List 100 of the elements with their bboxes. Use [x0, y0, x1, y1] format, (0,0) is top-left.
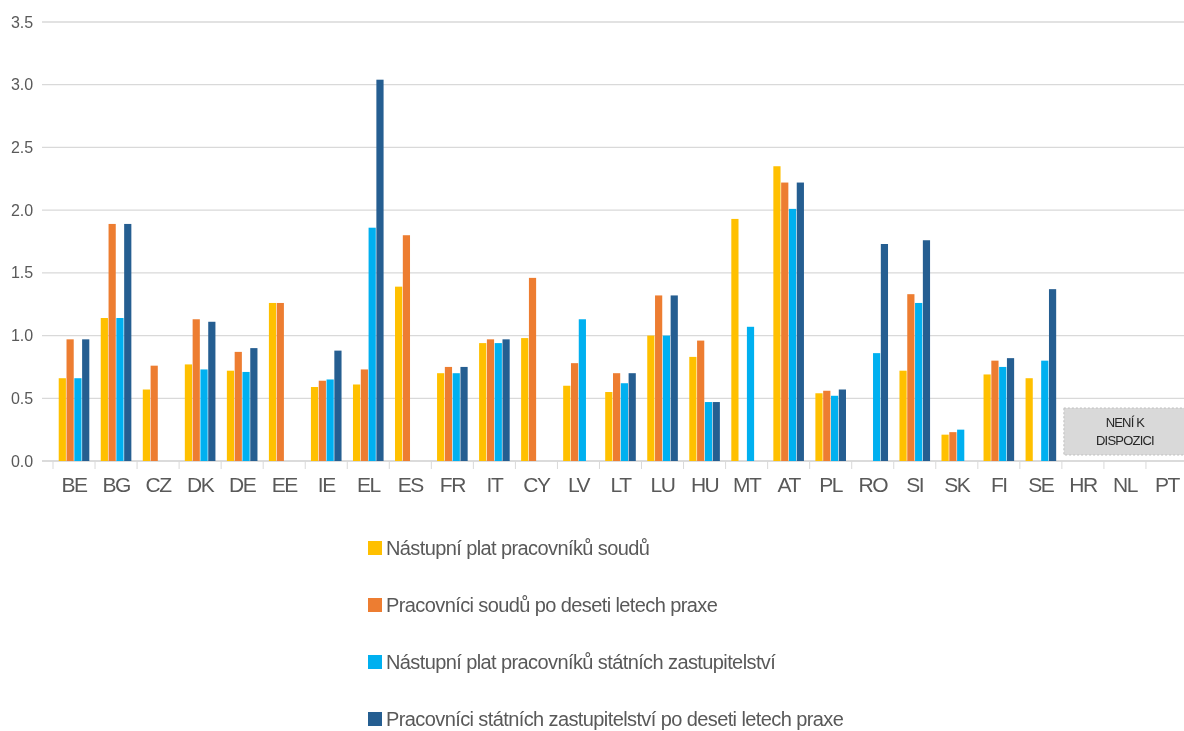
bar: [486, 339, 495, 461]
x-tick-label: ES: [397, 473, 425, 496]
bar: [957, 429, 965, 461]
bar: [647, 335, 655, 461]
x-tick-label: LT: [610, 473, 633, 496]
bar: [1025, 378, 1033, 461]
y-tick-label: 3.0: [10, 76, 34, 94]
x-tick-label: FI: [991, 473, 1007, 496]
x-tick-label: RO: [858, 473, 889, 496]
x-tick-label: SK: [944, 473, 971, 496]
bar: [66, 339, 74, 461]
x-tick-label: MT: [732, 473, 762, 496]
bar: [620, 383, 628, 461]
x-tick-label: EE: [271, 473, 299, 496]
legend-label: Pracovníci soudů po deseti letech praxe: [386, 594, 718, 616]
bar: [712, 402, 720, 461]
x-tick-label: PL: [819, 473, 843, 496]
bar: [1006, 358, 1015, 461]
x-tick-label: DE: [229, 473, 257, 496]
bar: [334, 350, 342, 461]
bar: [915, 302, 923, 461]
bar: [494, 343, 502, 461]
bar: [731, 218, 739, 461]
bar: [108, 223, 116, 461]
bar: [773, 166, 781, 461]
bar: [360, 369, 368, 461]
bar: [318, 380, 326, 461]
bar: [444, 366, 453, 461]
bar: [655, 295, 663, 461]
bar: [268, 302, 277, 461]
bar: [437, 373, 445, 461]
x-tick-label: IE: [317, 473, 337, 496]
bar: [815, 393, 823, 461]
bar: [124, 223, 132, 461]
bar: [82, 339, 90, 461]
bar: [823, 390, 831, 461]
bar: [276, 302, 284, 461]
bar: [116, 318, 124, 461]
x-tick-label: HR: [1069, 473, 1098, 496]
bar: [605, 392, 613, 461]
legend-label: Nástupní plat pracovníků soudů: [386, 537, 650, 559]
y-tick-label: 3.5: [10, 13, 34, 31]
x-tick-label: BG: [102, 473, 130, 496]
bar: [74, 378, 82, 461]
x-tick-label: SE: [1028, 473, 1055, 496]
bar: [781, 182, 789, 461]
bar: [521, 338, 529, 461]
bar: [838, 389, 846, 461]
unavailable-note-box: NENÍ K DISPOZICI: [1063, 407, 1184, 456]
bar: [234, 351, 242, 461]
bar: [563, 385, 571, 461]
x-tick-label: NL: [1113, 473, 1138, 496]
x-tick-label: CZ: [145, 473, 173, 496]
bar: [991, 360, 999, 461]
legend-label: Pracovníci státních zastupitelství po deseti letech praxe: [386, 708, 844, 730]
x-tick-label: LV: [567, 473, 591, 496]
bar: [192, 319, 200, 461]
bar: [460, 366, 468, 461]
bar: [100, 318, 108, 461]
bar: [983, 374, 991, 461]
bar: [150, 365, 158, 461]
x-tick-label: DK: [187, 473, 215, 496]
x-tick-label: PT: [1155, 473, 1181, 496]
bar: [395, 286, 403, 461]
bar: [142, 389, 150, 461]
bar: [628, 373, 636, 461]
bar: [376, 79, 384, 461]
bar: [949, 432, 957, 461]
bar: [662, 335, 671, 461]
bar: [941, 434, 949, 461]
bar: [922, 240, 931, 461]
bar: [796, 182, 804, 461]
bar: [226, 370, 235, 461]
legend-label: Nástupní plat pracovníků státních zastupitelství: [386, 651, 777, 673]
bar: [746, 326, 755, 461]
bar: [899, 370, 907, 461]
bar: [250, 348, 258, 461]
bar: [873, 353, 881, 461]
y-tick-label: 0.5: [10, 389, 34, 407]
y-tick-label: 1.0: [10, 327, 34, 345]
bar: [479, 343, 487, 461]
bar: [907, 294, 915, 461]
y-tick-label: 2.0: [10, 201, 34, 219]
bar: [1041, 360, 1049, 461]
x-tick-label: AT: [777, 473, 802, 496]
bar: [58, 378, 66, 461]
bar: [999, 366, 1007, 461]
annotation: NENÍ K DISPOZICI: [1096, 415, 1155, 448]
bar: [697, 340, 705, 461]
y-tick-label: 0.0: [10, 452, 34, 470]
bar: [704, 402, 713, 461]
bar: [242, 371, 250, 461]
x-tick-label: IT: [486, 473, 504, 496]
bar: [578, 319, 586, 461]
bar: [689, 356, 697, 461]
x-tick-label: SI: [906, 473, 924, 496]
x-tick-label: CY: [523, 473, 551, 496]
bar: [352, 384, 361, 461]
bar: [402, 235, 411, 461]
bar: [326, 379, 334, 461]
